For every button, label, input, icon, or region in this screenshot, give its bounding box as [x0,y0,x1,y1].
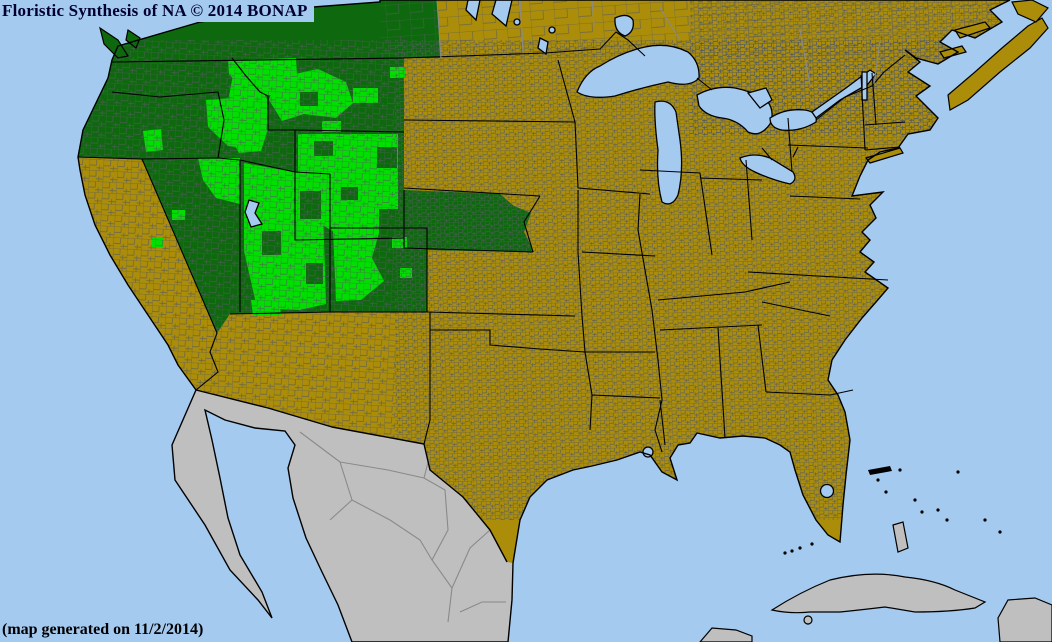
yucatan-tip [699,627,753,642]
prince-edward-island [939,45,967,59]
minnesota-lakes [537,37,549,56]
lake-pontchartrain [642,446,654,458]
lake-okeechobee [819,483,835,499]
georgian-bay [746,87,773,109]
lake-michigan [654,100,683,205]
cuba [770,573,987,614]
cape-breton [1011,0,1049,23]
hispaniola [997,597,1052,642]
map-title: Floristic Synthesis of NA © 2014 BONAP [0,0,314,22]
isla-juventud [803,615,813,625]
nova-scotia [947,17,1049,111]
map-generated-caption: (map generated on 11/2/2014) [0,618,212,642]
long-island [864,147,904,164]
islands [99,0,1052,642]
lake-manitoba [491,0,513,28]
great-salt-lake [244,199,264,228]
mexico-state-lines [299,431,506,623]
lake-ontario [769,109,817,131]
lake-of-the-woods [614,14,634,37]
andros-island [892,521,909,553]
canada-province-lines [436,0,881,86]
lake-champlain [861,71,868,101]
lake-superior [576,44,700,98]
maritime-islands [864,0,1049,164]
lake-winnipeg [465,0,481,22]
small-cays [783,466,1002,555]
mexico-no-data-region [172,390,513,642]
lake-erie [739,154,796,185]
caribbean-islands [699,521,1052,642]
vancouver-island-area [99,26,141,59]
state-borders [77,31,906,563]
